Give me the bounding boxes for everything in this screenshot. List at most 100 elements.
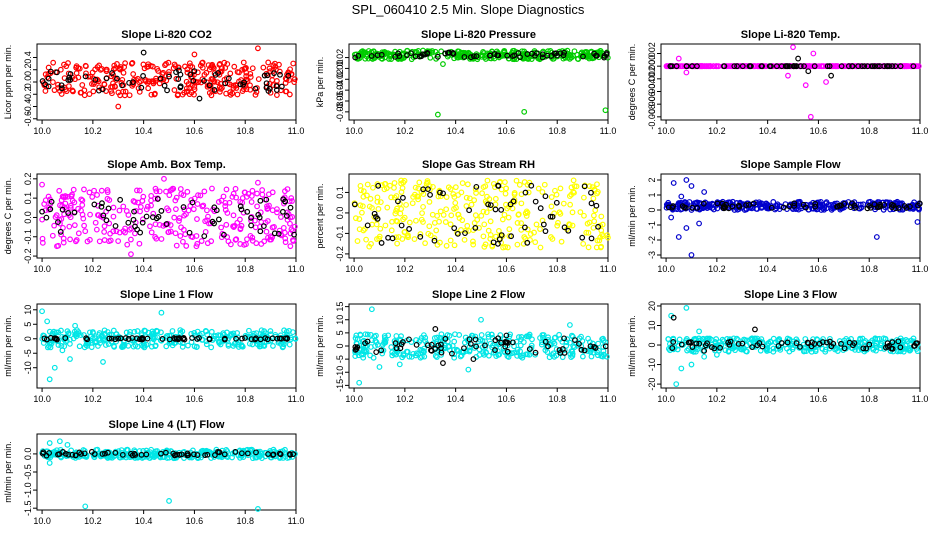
data-point-sel [587, 343, 594, 350]
data-point-all [581, 212, 587, 219]
data-point-all [246, 340, 253, 347]
data-point-all [501, 52, 508, 59]
data-point-sel [542, 193, 549, 200]
y-axis-label: ml/min per min. [3, 441, 13, 503]
data-point-sel [780, 204, 787, 211]
data-point-all [147, 63, 154, 69]
data-point-all [502, 244, 509, 250]
data-point-all [579, 353, 586, 360]
y-tick-label: 0 [647, 207, 657, 212]
data-point-sel [714, 200, 721, 207]
data-point-all [372, 343, 378, 349]
data-point-sel [708, 344, 715, 351]
data-point-all [224, 336, 231, 343]
data-point-all [471, 220, 478, 226]
data-point-all [81, 186, 87, 193]
data-point-all [400, 352, 407, 359]
data-point-sel [834, 203, 841, 210]
data-point-sel [143, 451, 150, 458]
data-point-sel [592, 52, 599, 59]
data-point-all [369, 204, 375, 211]
data-point-sel [734, 63, 740, 70]
data-point-sel [449, 350, 455, 357]
data-point-sel [689, 344, 696, 350]
data-point-sel [178, 451, 185, 458]
data-point-all [865, 199, 872, 206]
data-point-all [216, 60, 223, 67]
data-point-all [79, 211, 86, 218]
data-point-sel [385, 234, 391, 241]
data-point-sel [869, 63, 876, 70]
data-point-all [206, 66, 213, 73]
data-point-sel [216, 449, 223, 456]
data-point-sel [269, 335, 276, 342]
data-point-sel [211, 87, 218, 93]
figure-title: SPL_060410 2.5 Min. Slope Diagnostics [352, 2, 585, 17]
data-point-all [910, 204, 916, 211]
data-point-sel [472, 224, 479, 231]
data-point-all [437, 208, 444, 215]
data-point-all [237, 216, 243, 223]
data-point-all [249, 234, 256, 241]
data-point-all [384, 204, 391, 211]
data-point-all [86, 91, 93, 97]
data-point-all [819, 345, 826, 352]
data-point-sel [406, 336, 412, 343]
data-point-all [208, 455, 215, 461]
panel-5: Slope Gas Stream RH 10.0 10.2 10.4 10.6 10.8 1… [315, 159, 616, 274]
data-point-all [786, 348, 793, 355]
data-point-all [443, 242, 450, 249]
data-point-sel [901, 203, 908, 209]
panel-title: Slope Line 1 Flow [120, 289, 213, 301]
data-point-all [364, 331, 371, 338]
data-point-all [459, 180, 466, 187]
data-point-sel [72, 452, 79, 459]
outlier-point-all [823, 79, 829, 85]
data-point-all [563, 342, 570, 349]
data-point-all [415, 196, 422, 203]
data-point-sel [225, 75, 232, 82]
data-point-sel [105, 205, 112, 212]
data-point-all [198, 448, 205, 455]
data-point-all [206, 89, 213, 96]
data-point-sel [812, 203, 819, 210]
outlier-point-all [59, 347, 66, 354]
data-point-all [429, 211, 436, 218]
data-point-all [86, 189, 93, 196]
data-point-all [193, 243, 200, 250]
panel-2: Slope Li-820 Pressure 10.0 10.2 10.4 10.6 10.… [315, 29, 616, 136]
data-point-sel [92, 76, 99, 83]
x-tick-label: 11.0 [912, 394, 929, 404]
data-point-all [267, 233, 274, 240]
data-point-sel [768, 204, 775, 211]
data-point-all [270, 82, 277, 89]
data-point-all [126, 92, 133, 99]
data-point-all [290, 60, 297, 67]
data-point-all [472, 212, 479, 219]
outlier-point-all [810, 50, 817, 57]
data-point-all [230, 212, 237, 219]
data-point-sel [540, 221, 547, 228]
data-point-all [577, 209, 584, 216]
data-point-sel [57, 228, 64, 235]
data-point-sel [416, 53, 423, 60]
data-point-sel [43, 214, 50, 221]
data-point-all [580, 240, 587, 247]
data-point-all [463, 194, 470, 201]
x-tick-label: 10.4 [759, 126, 777, 136]
plot-frame [36, 43, 297, 121]
data-point-all [99, 333, 105, 340]
x-tick-label: 10.6 [186, 394, 204, 404]
data-point-all [199, 330, 205, 337]
data-point-all [410, 350, 417, 357]
data-point-all [393, 218, 400, 224]
outlier-point-all [713, 351, 720, 358]
data-point-all [459, 217, 466, 224]
data-point-all [548, 234, 554, 240]
data-point-sel [504, 348, 511, 355]
data-point-sel [561, 335, 567, 342]
data-point-sel [855, 63, 862, 70]
data-point-sel [277, 71, 283, 78]
x-tick-label: 10.2 [396, 264, 414, 274]
plot-frame [36, 173, 297, 259]
